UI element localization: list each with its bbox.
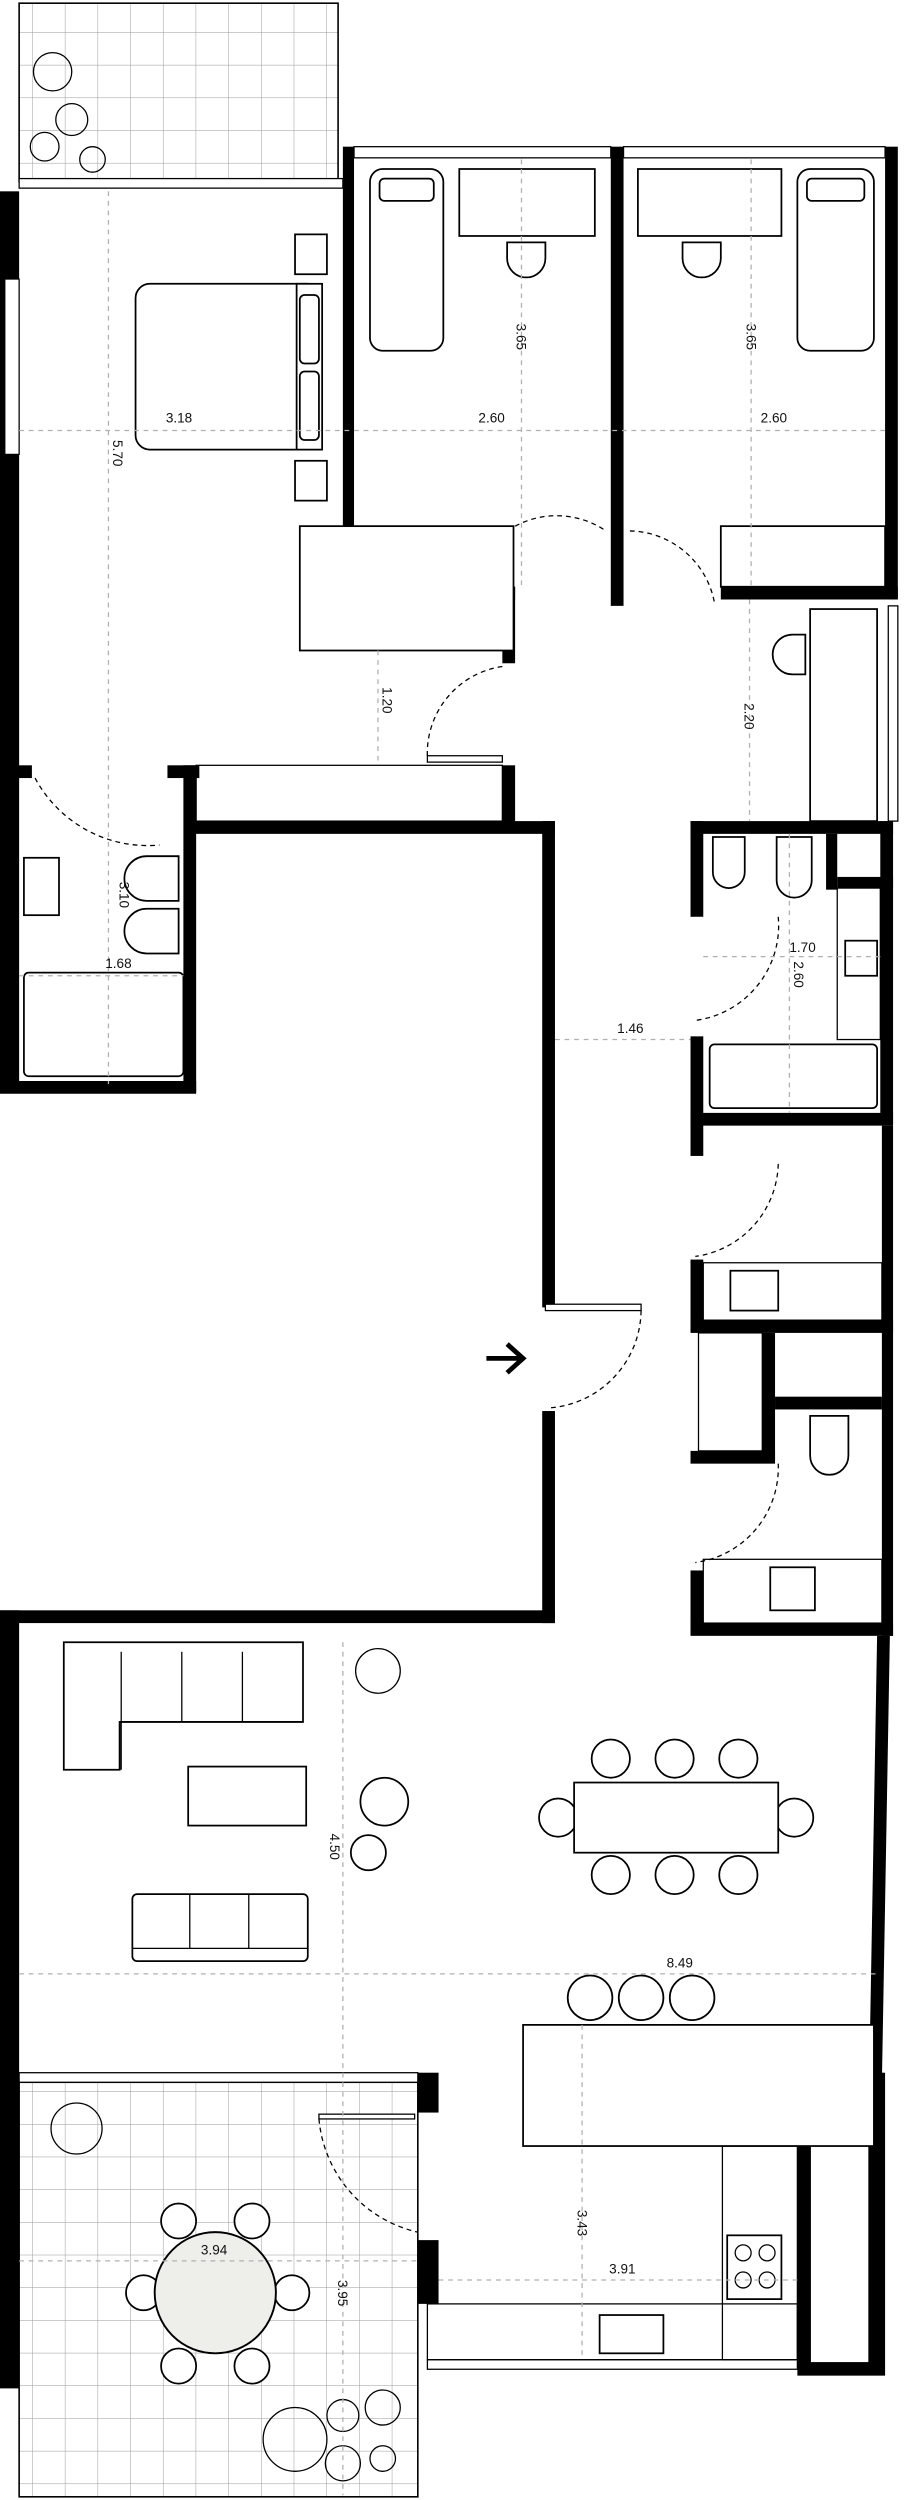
- plant-icon: [29, 51, 106, 173]
- dim-label: 2.60: [761, 411, 787, 426]
- terrace: [18, 2072, 419, 2498]
- bathtub: [23, 971, 185, 1078]
- dim-label: 5.70: [110, 440, 125, 466]
- dim-label: 8.49: [667, 1955, 693, 1970]
- window: [353, 146, 612, 159]
- round-table: [153, 2231, 277, 2355]
- dim-label: 2.60: [478, 411, 504, 426]
- dim-label: 3.18: [166, 411, 192, 426]
- window: [887, 605, 899, 822]
- dim-label: 3.91: [609, 2262, 635, 2277]
- terrace-dining-set: [125, 2202, 311, 2385]
- plant-icon: [354, 1647, 401, 1694]
- window: [622, 146, 886, 159]
- sofa: [131, 1893, 309, 1962]
- dim-label: 3.95: [335, 2280, 350, 2306]
- double-bed: [134, 282, 324, 451]
- furniture: [23, 168, 886, 2361]
- sectional-sofa: [62, 1641, 304, 1771]
- dining-table: [573, 1781, 780, 1854]
- terrace-door[interactable]: [318, 2113, 416, 2120]
- wardrobe: [298, 525, 515, 652]
- dim-label: 3.43: [574, 2210, 589, 2236]
- desk: [458, 168, 596, 237]
- dim-label: 1.68: [105, 956, 131, 971]
- arrow-right-icon: [486, 1342, 527, 1375]
- single-bed: [796, 168, 875, 352]
- dim-label: 1.46: [617, 1021, 643, 1036]
- kitchen-island: [522, 2023, 875, 2147]
- dim-label: 2.20: [742, 703, 757, 729]
- dim-label: 3.65: [743, 324, 758, 350]
- desk: [637, 168, 783, 237]
- dimension-labels: 3.18 5.70 2.60 3.65 2.60 3.65 1.20 2.20 …: [105, 324, 816, 2307]
- single-bed: [369, 168, 445, 352]
- dining-set: [538, 1738, 815, 1896]
- dim-label: 3.94: [201, 2242, 228, 2257]
- kitchen-sink: [598, 2314, 665, 2355]
- dim-label: 1.70: [789, 940, 815, 955]
- bathtub: [708, 1043, 878, 1109]
- dimension-lines: [19, 159, 886, 2496]
- dim-label: 1.20: [380, 687, 395, 713]
- desk: [809, 608, 878, 822]
- top-balcony: [18, 2, 344, 189]
- dim-label: 3.65: [514, 324, 529, 350]
- dim-label: 3.10: [117, 882, 132, 908]
- coffee-table: [187, 1765, 308, 1827]
- window: [426, 2359, 799, 2370]
- entry-door-leaf[interactable]: [544, 1303, 642, 1312]
- dim-label: 2.60: [791, 961, 806, 987]
- window: [4, 278, 20, 456]
- cooktop: [726, 2234, 783, 2300]
- dim-label: 4.50: [327, 1834, 342, 1860]
